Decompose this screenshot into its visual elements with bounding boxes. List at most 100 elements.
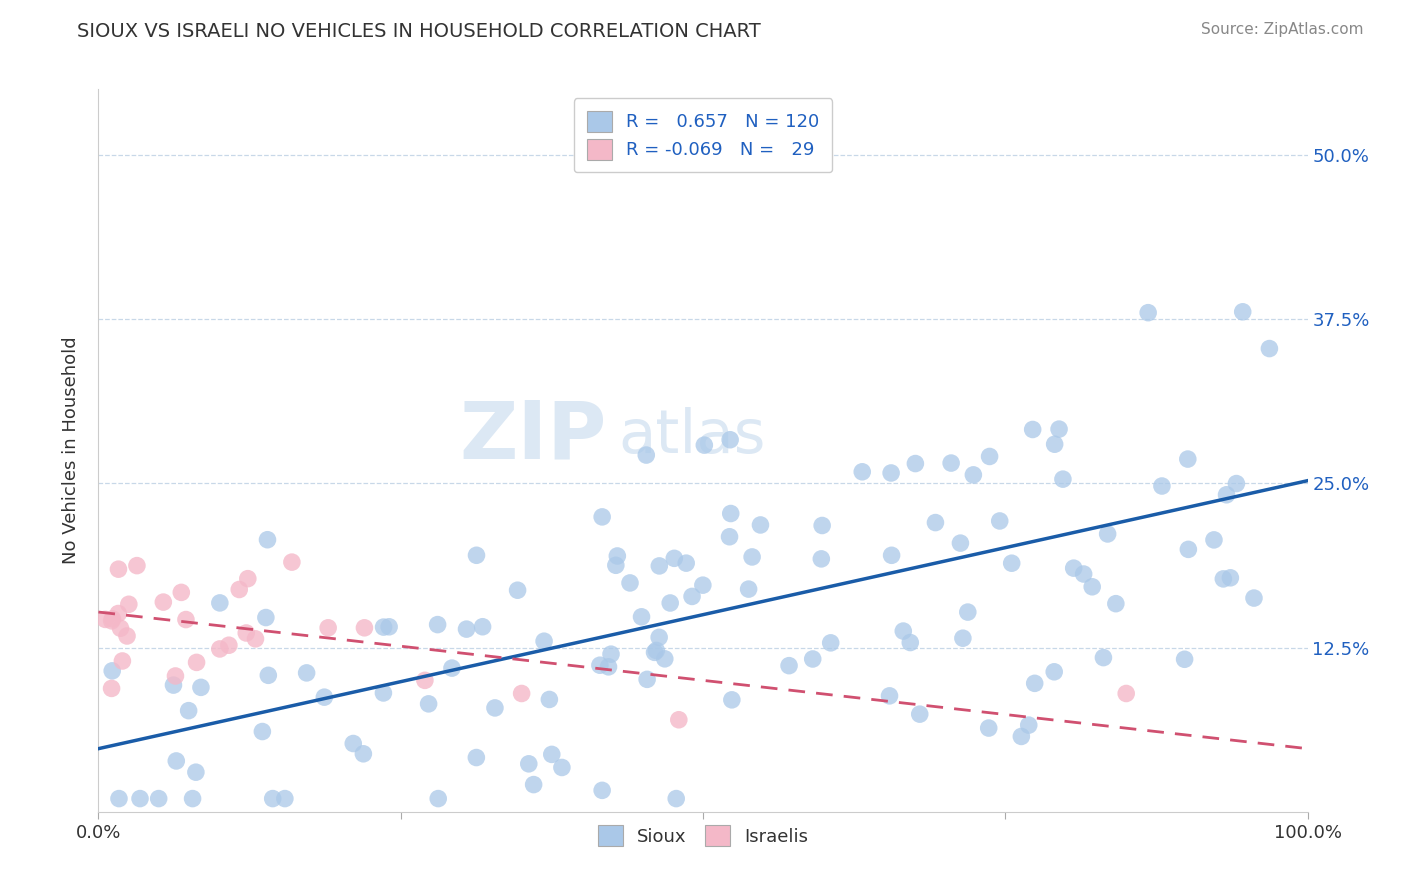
Point: [465, 549, 488, 563]
Point: [254, 610, 277, 624]
Point: [1018, 718, 1040, 732]
Point: [245, 632, 267, 646]
Point: [1097, 527, 1119, 541]
Point: [1225, 476, 1247, 491]
Point: [741, 549, 763, 564]
Point: [778, 658, 800, 673]
Point: [256, 533, 278, 547]
Text: atlas: atlas: [619, 407, 766, 466]
Point: [820, 636, 842, 650]
Point: [456, 622, 478, 636]
Point: [523, 778, 546, 792]
Point: [977, 721, 1000, 735]
Point: [281, 555, 304, 569]
Text: SIOUX VS ISRAELI NO VEHICLES IN HOUSEHOLD CORRELATION CHART: SIOUX VS ISRAELI NO VEHICLES IN HOUSEHOL…: [77, 22, 761, 41]
Point: [924, 516, 946, 530]
Point: [1047, 422, 1070, 436]
Point: [314, 690, 336, 705]
Point: [1177, 452, 1199, 467]
Point: [645, 643, 668, 657]
Point: [165, 754, 187, 768]
Point: [630, 609, 652, 624]
Point: [979, 450, 1001, 464]
Point: [665, 791, 688, 805]
Point: [801, 652, 824, 666]
Point: [880, 466, 903, 480]
Point: [1105, 597, 1128, 611]
Point: [1021, 422, 1043, 436]
Point: [880, 549, 903, 563]
Point: [879, 689, 901, 703]
Point: [811, 518, 834, 533]
Point: [1092, 650, 1115, 665]
Point: [737, 582, 759, 596]
Point: [101, 664, 124, 678]
Point: [1063, 561, 1085, 575]
Point: [465, 750, 488, 764]
Point: [692, 578, 714, 592]
Point: [636, 448, 658, 462]
Point: [749, 518, 772, 533]
Point: [353, 621, 375, 635]
Point: [810, 552, 832, 566]
Point: [118, 597, 141, 611]
Point: [471, 620, 494, 634]
Point: [1024, 676, 1046, 690]
Point: [162, 678, 184, 692]
Point: [262, 791, 284, 805]
Point: [1219, 571, 1241, 585]
Point: [540, 747, 562, 762]
Point: [373, 620, 395, 634]
Point: [316, 621, 339, 635]
Point: [1212, 572, 1234, 586]
Point: [274, 791, 297, 805]
Point: [962, 467, 984, 482]
Point: [1073, 567, 1095, 582]
Point: [988, 514, 1011, 528]
Point: [125, 558, 148, 573]
Point: [591, 783, 613, 797]
Point: [644, 645, 666, 659]
Point: [174, 613, 197, 627]
Point: [1081, 580, 1104, 594]
Point: [891, 624, 914, 638]
Point: [218, 638, 240, 652]
Point: [1115, 686, 1137, 700]
Point: [252, 724, 274, 739]
Point: [373, 686, 395, 700]
Point: [111, 654, 134, 668]
Point: [675, 556, 697, 570]
Point: [295, 665, 318, 680]
Point: [1043, 665, 1066, 679]
Point: [693, 438, 716, 452]
Point: [152, 595, 174, 609]
Point: [952, 631, 974, 645]
Point: [110, 621, 132, 635]
Point: [721, 693, 744, 707]
Point: [484, 701, 506, 715]
Point: [94, 612, 117, 626]
Point: [648, 558, 671, 573]
Point: [1243, 591, 1265, 605]
Point: [1177, 542, 1199, 557]
Point: [208, 642, 231, 657]
Point: [506, 583, 529, 598]
Text: ZIP: ZIP: [458, 397, 606, 475]
Point: [591, 509, 613, 524]
Point: [257, 668, 280, 682]
Point: [551, 760, 574, 774]
Point: [1001, 556, 1024, 570]
Text: Source: ZipAtlas.com: Source: ZipAtlas.com: [1201, 22, 1364, 37]
Point: [898, 635, 921, 649]
Point: [427, 791, 450, 805]
Point: [100, 614, 122, 628]
Point: [228, 582, 250, 597]
Point: [619, 576, 641, 591]
Point: [100, 681, 122, 696]
Point: [1010, 730, 1032, 744]
Point: [949, 536, 972, 550]
Point: [426, 617, 449, 632]
Point: [107, 562, 129, 576]
Point: [236, 572, 259, 586]
Point: [510, 686, 533, 700]
